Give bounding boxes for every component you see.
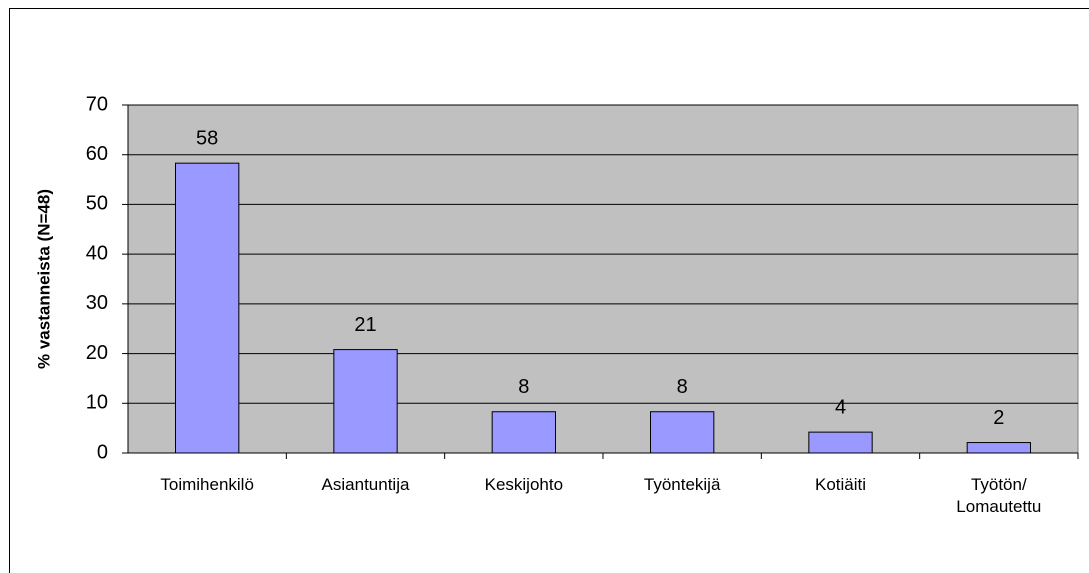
y-axis-title: % vastanneista (N=48)	[34, 189, 53, 369]
y-tick-label: 60	[86, 143, 108, 165]
y-tick-label: 40	[86, 242, 108, 264]
bar	[333, 349, 398, 454]
x-tick-label: Asiantuntija	[321, 475, 410, 494]
y-tick-label: 50	[86, 193, 108, 215]
data-label: 4	[835, 396, 846, 418]
x-tick-label: Kotiäiti	[814, 475, 867, 494]
data-label: 21	[354, 314, 376, 336]
x-tick-label: Keskijohto	[484, 475, 564, 494]
bar	[175, 162, 240, 454]
y-tick-label: 30	[86, 292, 108, 314]
bar	[966, 442, 1032, 454]
data-label: 2	[993, 407, 1004, 429]
bar	[491, 411, 556, 454]
plot-area	[127, 104, 1079, 454]
x-tick-label: Työtön/ Lomautettu	[956, 475, 1042, 516]
y-tick-label: 20	[86, 342, 108, 364]
y-tick-label: 0	[97, 441, 108, 463]
data-label: 8	[677, 376, 688, 398]
data-label: 8	[518, 376, 529, 398]
bar	[650, 411, 715, 454]
bar	[808, 431, 873, 454]
x-tick-label: Toimihenkilö	[160, 475, 254, 494]
y-tick-label: 70	[86, 93, 108, 115]
data-label: 58	[196, 127, 218, 149]
y-tick-label: 10	[86, 392, 108, 414]
x-tick-label: Työntekijä	[643, 475, 721, 494]
